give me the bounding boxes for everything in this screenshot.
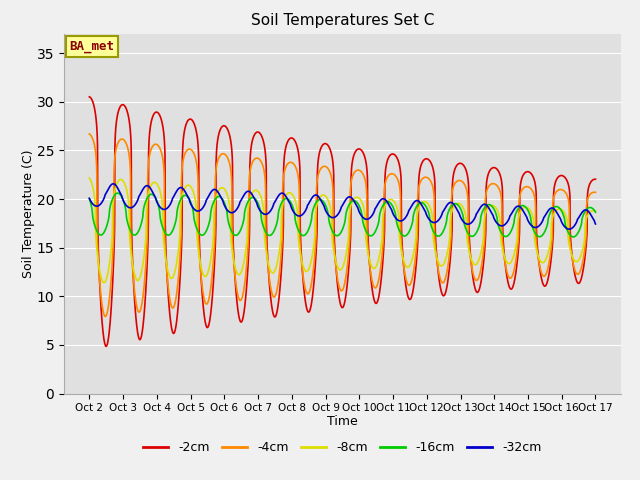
Line: -16cm: -16cm: [90, 193, 595, 237]
-4cm: [570, 262, 577, 268]
Line: -2cm: -2cm: [90, 97, 595, 347]
-16cm: [114, 190, 122, 196]
Line: -4cm: -4cm: [90, 134, 595, 316]
-2cm: [591, 176, 599, 182]
-4cm: [86, 131, 93, 137]
-16cm: [570, 234, 577, 240]
-4cm: [400, 264, 408, 270]
-8cm: [224, 193, 232, 199]
-8cm: [570, 256, 577, 262]
-2cm: [348, 175, 355, 180]
-32cm: [109, 181, 117, 187]
-16cm: [86, 196, 93, 202]
-32cm: [565, 226, 573, 232]
-2cm: [570, 264, 577, 269]
-8cm: [86, 175, 93, 181]
-16cm: [570, 234, 577, 240]
-16cm: [224, 215, 232, 221]
-4cm: [101, 313, 109, 319]
Title: Soil Temperatures Set C: Soil Temperatures Set C: [251, 13, 434, 28]
-2cm: [493, 166, 500, 171]
-32cm: [348, 194, 355, 200]
-4cm: [180, 155, 188, 160]
-16cm: [348, 199, 355, 205]
-8cm: [400, 258, 408, 264]
-32cm: [493, 219, 500, 225]
Legend: -2cm, -4cm, -8cm, -16cm, -32cm: -2cm, -4cm, -8cm, -16cm, -32cm: [138, 436, 547, 459]
-16cm: [400, 233, 408, 239]
-2cm: [400, 264, 408, 270]
-32cm: [180, 187, 188, 192]
-32cm: [86, 195, 93, 201]
-16cm: [180, 193, 188, 199]
-8cm: [591, 208, 599, 214]
-8cm: [100, 280, 108, 286]
Text: BA_met: BA_met: [70, 40, 115, 53]
-32cm: [224, 207, 232, 213]
-8cm: [348, 202, 355, 208]
X-axis label: Time: Time: [327, 415, 358, 428]
Line: -8cm: -8cm: [90, 178, 595, 283]
-2cm: [180, 132, 188, 138]
-8cm: [180, 188, 188, 193]
-2cm: [86, 94, 93, 100]
Line: -32cm: -32cm: [90, 184, 595, 229]
-16cm: [591, 209, 599, 215]
-8cm: [493, 205, 500, 211]
-4cm: [224, 155, 232, 161]
Y-axis label: Soil Temperature (C): Soil Temperature (C): [22, 149, 35, 278]
-32cm: [400, 216, 408, 222]
-2cm: [224, 126, 232, 132]
-4cm: [348, 180, 355, 185]
-4cm: [493, 182, 500, 188]
-16cm: [493, 212, 500, 218]
-2cm: [102, 344, 110, 349]
-32cm: [591, 221, 599, 227]
-32cm: [570, 224, 577, 229]
-4cm: [591, 190, 599, 195]
